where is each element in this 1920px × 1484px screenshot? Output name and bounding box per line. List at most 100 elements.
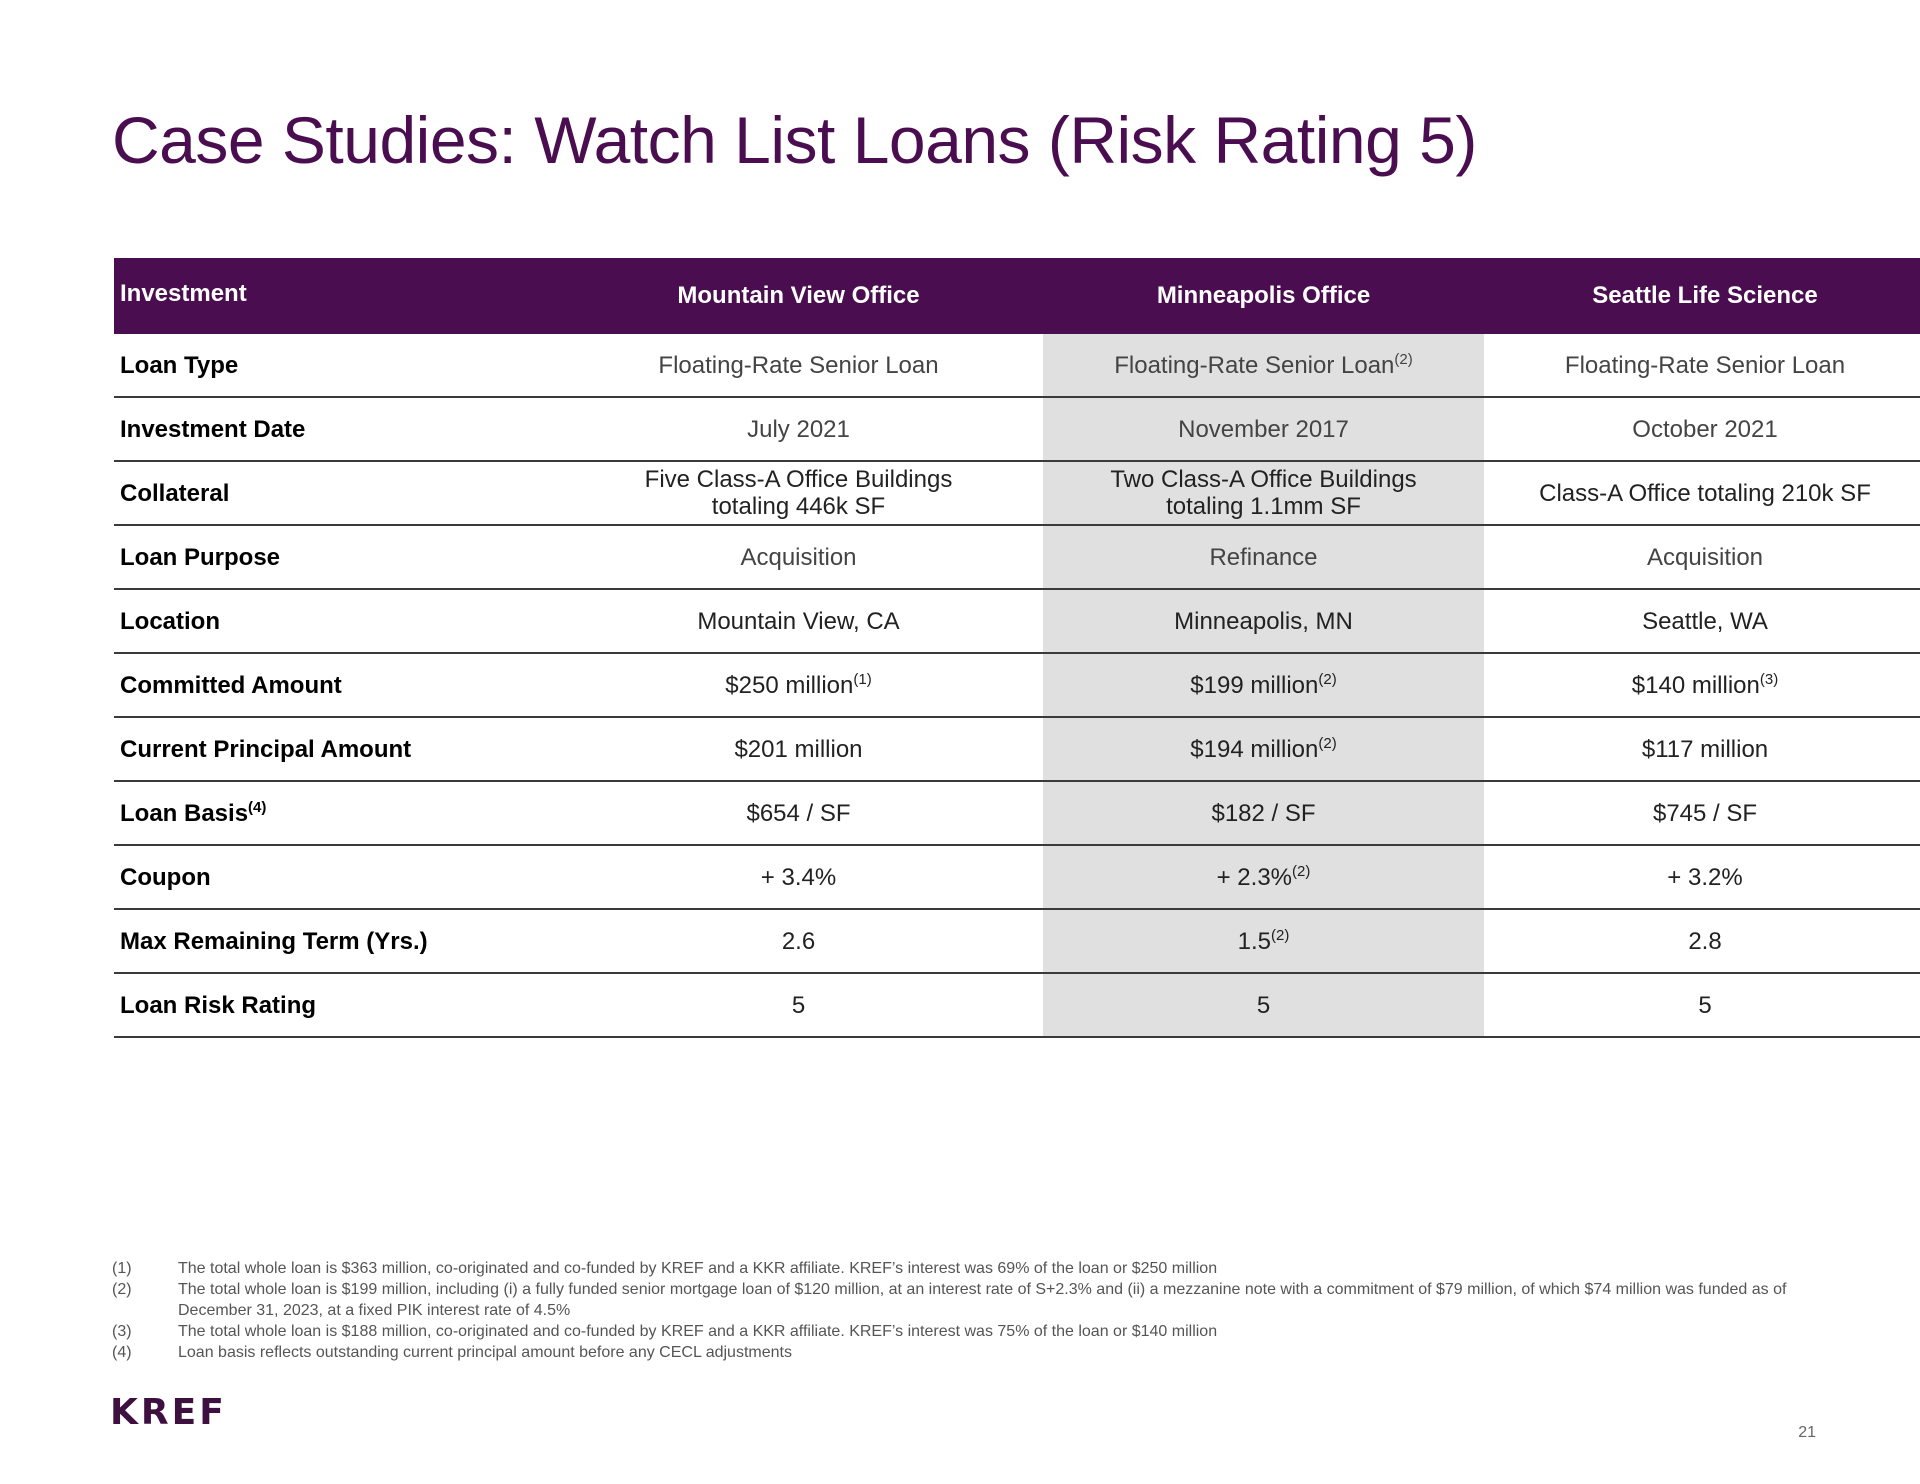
cell-value: Acquisition: [1646, 543, 1764, 571]
table-row: Current Principal Amount $201 million $194…: [114, 717, 1920, 782]
table-row: Loan Purpose Acquisition Refinance Acquisit…: [114, 525, 1920, 590]
cell-value: $654 / SF: [746, 799, 851, 827]
table-cell: $201 million: [554, 717, 1043, 782]
cell-value: Minneapolis, MN: [1174, 607, 1353, 635]
table-row: Investment Date July 2021 November 2017 Oct…: [114, 397, 1920, 462]
table-cell: $745 / SF: [1484, 781, 1920, 846]
table-cell: $182 / SF: [1043, 781, 1484, 846]
cell-value: 2.6: [781, 927, 816, 955]
table-cell: Floating-Rate Senior Loan: [1484, 334, 1920, 398]
table-cell: Seattle, WA: [1484, 589, 1920, 654]
row-label: Location: [114, 589, 554, 654]
row-label-text: Loan Basis: [120, 799, 249, 827]
footnote: (3) The total whole loan is $188 million,…: [112, 1321, 1792, 1342]
row-label: Loan Risk Rating: [114, 973, 554, 1038]
table-cell: 5: [554, 973, 1043, 1038]
footnote: (4) Loan basis reflects outstanding curre…: [112, 1342, 1792, 1363]
cell-value: + 2.3%: [1216, 863, 1293, 891]
table-row: Max Remaining Term (Yrs.) 2.6 1.5(2) 2.8: [114, 909, 1920, 974]
footnote-ref: (2): [1318, 670, 1337, 688]
table-row: Loan Risk Rating 5 5 5: [114, 973, 1920, 1038]
table-body: Loan Type Floating-Rate Senior Loan Floati…: [114, 334, 1920, 1038]
table-cell: November 2017: [1043, 397, 1484, 462]
table-cell: Class-A Office totaling 210k SF: [1484, 461, 1920, 526]
row-label-text: Location: [120, 607, 220, 635]
table-cell: $654 / SF: [554, 781, 1043, 846]
footnote-text: The total whole loan is $199 million, in…: [178, 1281, 1787, 1319]
cell-value: Class-A Office totaling 210k SF: [1539, 479, 1871, 507]
row-label: Loan Basis(4): [114, 781, 554, 846]
page-title: Case Studies: Watch List Loans (Risk Rat…: [112, 103, 1477, 177]
cell-value: $250 million: [725, 671, 854, 699]
footnote-ref: (2): [1292, 862, 1311, 880]
footnote-ref: (3): [1759, 670, 1779, 688]
table-cell: Two Class-A Office Buildings totaling 1.…: [1043, 461, 1484, 526]
table-cell: $140 million(3): [1484, 653, 1920, 718]
header-seattle-life-science: Seattle Life Science: [1484, 258, 1920, 334]
footnote: (1) The total whole loan is $363 million,…: [112, 1258, 1792, 1279]
cell-value: $201 million: [734, 735, 863, 763]
table-cell: $117 million: [1484, 717, 1920, 782]
row-label-text: Loan Risk Rating: [120, 991, 317, 1019]
cell-value: 5: [791, 991, 806, 1019]
table-row: Location Mountain View, CA Minneapolis, MN…: [114, 589, 1920, 654]
row-label-text: Coupon: [120, 863, 211, 891]
table-cell: $194 million(2): [1043, 717, 1484, 782]
row-label: Max Remaining Term (Yrs.): [114, 909, 554, 974]
table-cell: 2.6: [554, 909, 1043, 974]
cell-value: Mountain View, CA: [697, 607, 900, 635]
row-label-text: Collateral: [120, 479, 230, 507]
cell-value: November 2017: [1178, 415, 1349, 443]
table-row: Coupon + 3.4% + 2.3%(2) + 3.2%: [114, 845, 1920, 910]
cell-value: $182 / SF: [1211, 799, 1316, 827]
cell-value: 5: [1256, 991, 1271, 1019]
cell-value: 5: [1698, 991, 1712, 1019]
row-label: Coupon: [114, 845, 554, 910]
table-cell: Floating-Rate Senior Loan(2): [1043, 334, 1484, 398]
cell-value: + 3.2%: [1667, 863, 1743, 891]
header-mountain-view-office: Mountain View Office: [554, 258, 1043, 334]
footnote-text: Loan basis reflects outstanding current …: [178, 1344, 792, 1361]
page-number: 21: [1798, 1424, 1816, 1441]
table-row: Committed Amount $250 million(1) $199 mill…: [114, 653, 1920, 718]
cell-value: $745 / SF: [1652, 799, 1758, 827]
table-cell: Floating-Rate Senior Loan: [554, 334, 1043, 398]
cell-value: Floating-Rate Senior Loan: [1114, 351, 1395, 379]
table-cell: Refinance: [1043, 525, 1484, 590]
case-studies-table: Investment Mountain View Office Minneapo…: [114, 258, 1920, 1038]
row-label-text: Max Remaining Term (Yrs.): [120, 927, 428, 955]
cell-value: July 2021: [747, 415, 850, 443]
table-cell: $199 million(2): [1043, 653, 1484, 718]
table-row: Collateral Five Class-A Office Buildings …: [114, 461, 1920, 526]
footnote: (2) The total whole loan is $199 million,…: [112, 1279, 1792, 1321]
table-cell: + 3.4%: [554, 845, 1043, 910]
table-cell: Minneapolis, MN: [1043, 589, 1484, 654]
cell-value: Floating-Rate Senior Loan: [1564, 351, 1846, 379]
table-cell: Acquisition: [1484, 525, 1920, 590]
cell-value: Floating-Rate Senior Loan: [658, 351, 939, 379]
footnote-text: The total whole loan is $363 million, co…: [178, 1260, 1218, 1277]
header-investment-label: Investment: [114, 258, 554, 334]
table-row: Loan Type Floating-Rate Senior Loan Floati…: [114, 334, 1920, 398]
cell-value: October 2021: [1632, 415, 1778, 443]
table-cell: July 2021: [554, 397, 1043, 462]
row-label: Loan Purpose: [114, 525, 554, 590]
table-cell: Mountain View, CA: [554, 589, 1043, 654]
footnote-number: (1): [112, 1260, 132, 1277]
cell-value: + 3.4%: [760, 863, 837, 891]
cell-value: $117 million: [1641, 735, 1769, 763]
table-cell: Five Class-A Office Buildings totaling 4…: [554, 461, 1043, 526]
footnote-ref: (1): [853, 670, 872, 688]
row-label: Collateral: [114, 461, 554, 526]
row-label: Committed Amount: [114, 653, 554, 718]
footnotes: (1) The total whole loan is $363 million,…: [112, 1258, 1792, 1363]
cell-value: $194 million: [1190, 735, 1319, 763]
cell-value: 1.5: [1237, 927, 1272, 955]
table-cell: 5: [1043, 973, 1484, 1038]
row-label: Loan Type: [114, 334, 554, 398]
row-label-text: Loan Purpose: [120, 543, 281, 571]
row-label: Investment Date: [114, 397, 554, 462]
header-minneapolis-office: Minneapolis Office: [1043, 258, 1484, 334]
cell-value: $140 million: [1631, 671, 1760, 699]
footnote-text: The total whole loan is $188 million, co…: [178, 1323, 1218, 1340]
